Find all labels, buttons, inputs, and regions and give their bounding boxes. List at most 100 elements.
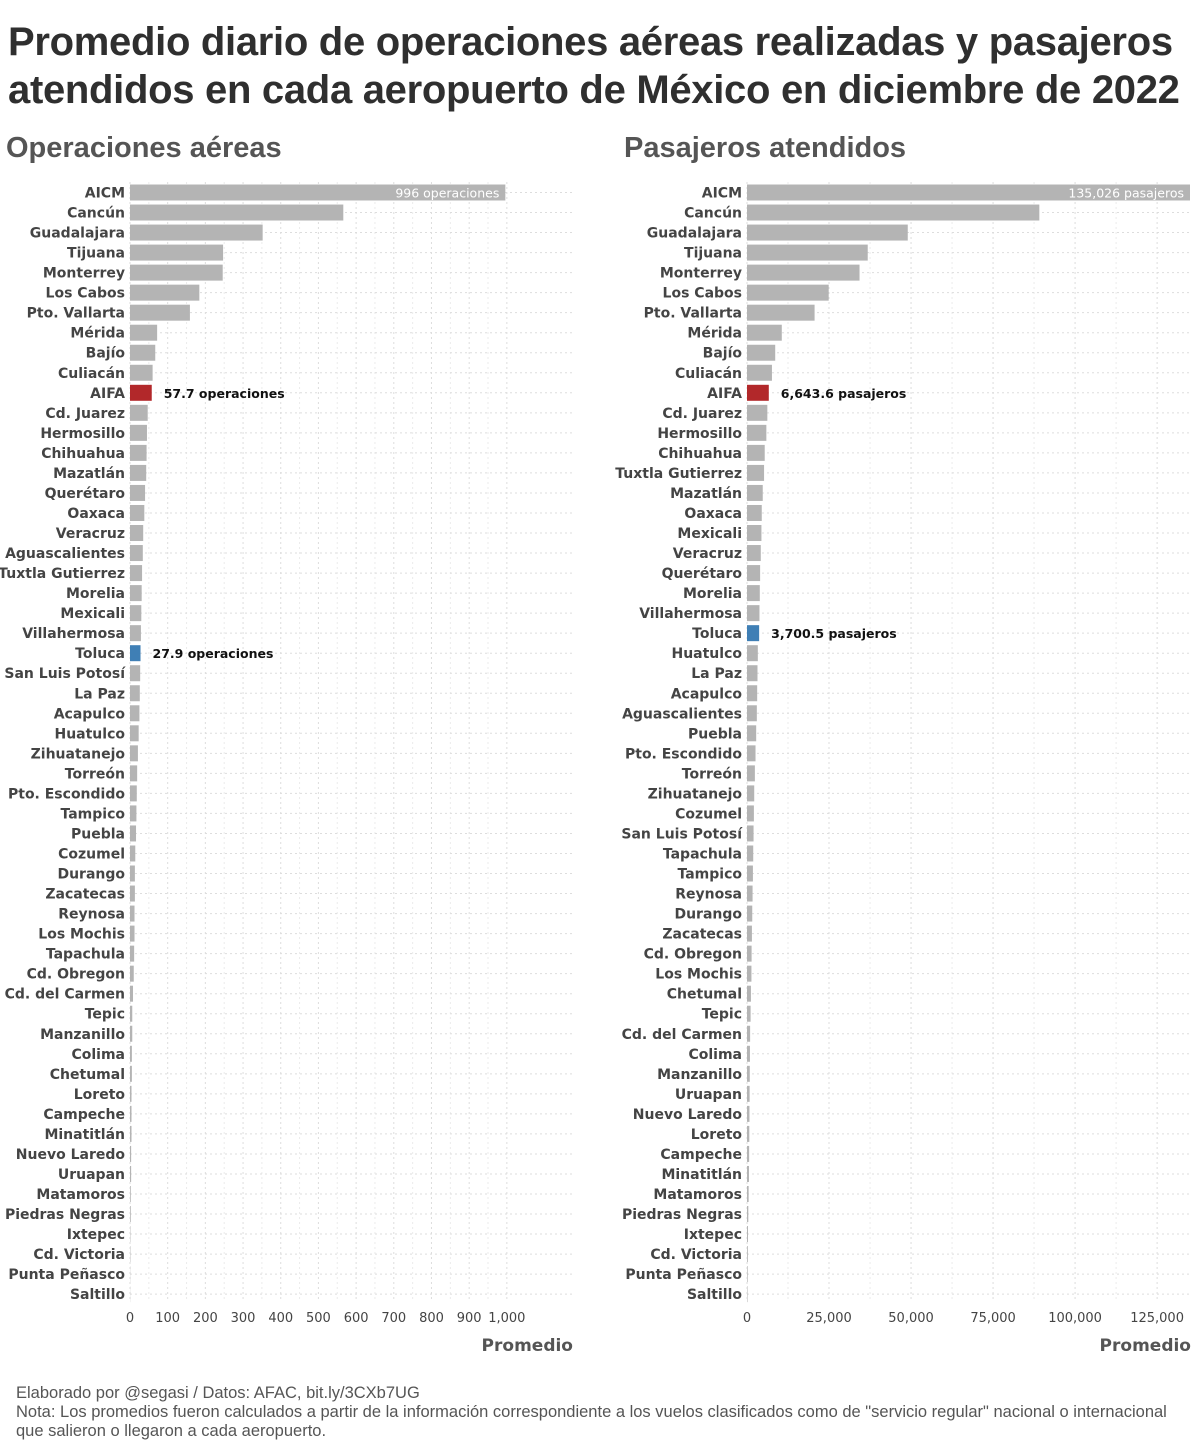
bar-chihuahua [130,444,147,461]
category-label: Pto. Escondido [8,786,125,802]
bar-piedras-negras [130,1206,131,1223]
category-label: Tuxtla Gutierrez [615,466,742,482]
category-label: Oaxaca [684,506,742,522]
bar-cancun [130,204,344,221]
bar-aguascalientes [747,705,757,722]
bar-merida [747,324,782,341]
category-label: Reynosa [675,887,742,903]
bar-la-paz [130,685,140,702]
category-label: Culiacán [58,366,125,382]
bar-nuevo-laredo [747,1105,750,1122]
x-axis-title: Promedio [1100,1336,1191,1356]
category-label: Mexicali [60,606,125,622]
passengers-panel-title: Pasajeros atendidos [624,132,907,164]
x-axis-title: Promedio [482,1336,573,1356]
bar-bajio [747,344,776,361]
bar-morelia [130,585,142,602]
category-label: Nuevo Laredo [16,1147,126,1163]
bar-puebla [747,725,757,742]
category-label: Huatulco [671,646,742,662]
bar-uruapan [747,1085,750,1102]
category-label: Cd. Juarez [662,406,742,422]
category-label: Villahermosa [22,626,125,642]
bar-nuevo-laredo [130,1145,132,1162]
category-label: Hermosillo [40,426,125,442]
bar-tepic [130,1005,133,1022]
bar-ixtepec [747,1226,748,1243]
bar-piedras-negras [747,1206,749,1223]
x-tick-label: 0 [126,1311,134,1326]
bar-zihuatanejo [130,745,138,762]
bar-reynosa [747,885,753,902]
category-label: Colima [688,1047,742,1063]
data-label: 3,700.5 pasajeros [771,626,897,641]
bar-monterrey [130,264,223,281]
bar-acapulco [130,705,140,722]
category-label: Mérida [70,326,125,342]
category-label: Tuxtla Gutierrez [0,566,125,582]
bar-cozumel [130,845,136,862]
bar-tuxtla-gutierrez [747,464,765,481]
category-label: Veracruz [56,526,125,542]
bar-aicm [747,184,1190,201]
bar-torreon [747,765,755,782]
x-tick-label: 200 [193,1311,218,1326]
bar-mazatlan [130,464,147,481]
bar-cd-juarez [747,404,768,421]
bar-chetumal [747,985,751,1002]
bar-cd-obregon [130,965,134,982]
category-label: Nuevo Laredo [633,1107,743,1123]
bar-pto-vallarta [130,304,190,321]
bar-pto-vallarta [747,304,815,321]
bar-campeche [130,1105,132,1122]
x-tick-label: 125,000 [1130,1311,1184,1326]
bar-matamoros [130,1186,131,1202]
bar-loreto [747,1125,750,1142]
bar-zacatecas [747,925,752,942]
category-label: Toluca [75,646,125,662]
category-label: Torreón [682,766,742,782]
bar-loreto [130,1085,132,1102]
category-label: Matamoros [36,1187,125,1203]
category-label: Colima [71,1047,125,1063]
category-label: Cd. Victoria [650,1247,742,1263]
category-label: Cd. del Carmen [5,987,125,1003]
category-label: Minatitlán [661,1167,742,1183]
x-tick-label: 500 [306,1311,331,1326]
bar-zihuatanejo [747,785,755,802]
bar-bajio [130,344,156,361]
bar-los-cabos [130,284,200,301]
bar-cd-del-carmen [747,1025,751,1042]
bar-aifa [130,384,152,401]
bar-aifa [747,384,769,401]
bar-san-luis-potosi [747,825,754,842]
category-label: Culiacán [675,366,742,382]
bar-colima [130,1045,132,1062]
category-label: AICM [702,186,742,202]
bar-torreon [130,765,138,782]
category-label: Monterrey [660,266,742,282]
passengers-chart: AICM Cancún Guadalajara Tijuana Monterrey Los… [615,182,1192,1356]
bar-la-paz [747,665,758,682]
bar-queretaro [747,565,761,582]
category-label: Oaxaca [67,506,125,522]
category-label: Zihuatanejo [648,786,743,802]
category-label: San Luis Potosí [4,666,126,682]
bar-cd-juarez [130,404,148,421]
bar-chetumal [130,1065,132,1082]
category-label: Cozumel [675,806,742,822]
operations-panel-title: Operaciones aéreas [6,132,282,164]
bar-campeche [747,1145,750,1162]
bar-tampico [130,805,137,822]
category-label: Cd. Obregon [644,947,742,963]
bar-cancun [747,204,1040,221]
category-label: Pto. Vallarta [27,306,125,322]
category-label: Cd. Juarez [45,406,125,422]
category-label: Veracruz [673,546,742,562]
category-label: Acapulco [671,686,743,702]
bar-cd-victoria [747,1246,748,1263]
category-label: Puebla [688,726,742,742]
category-label: Los Mochis [38,927,125,943]
category-label: Monterrey [43,266,125,282]
category-label: Chetumal [50,1067,125,1083]
